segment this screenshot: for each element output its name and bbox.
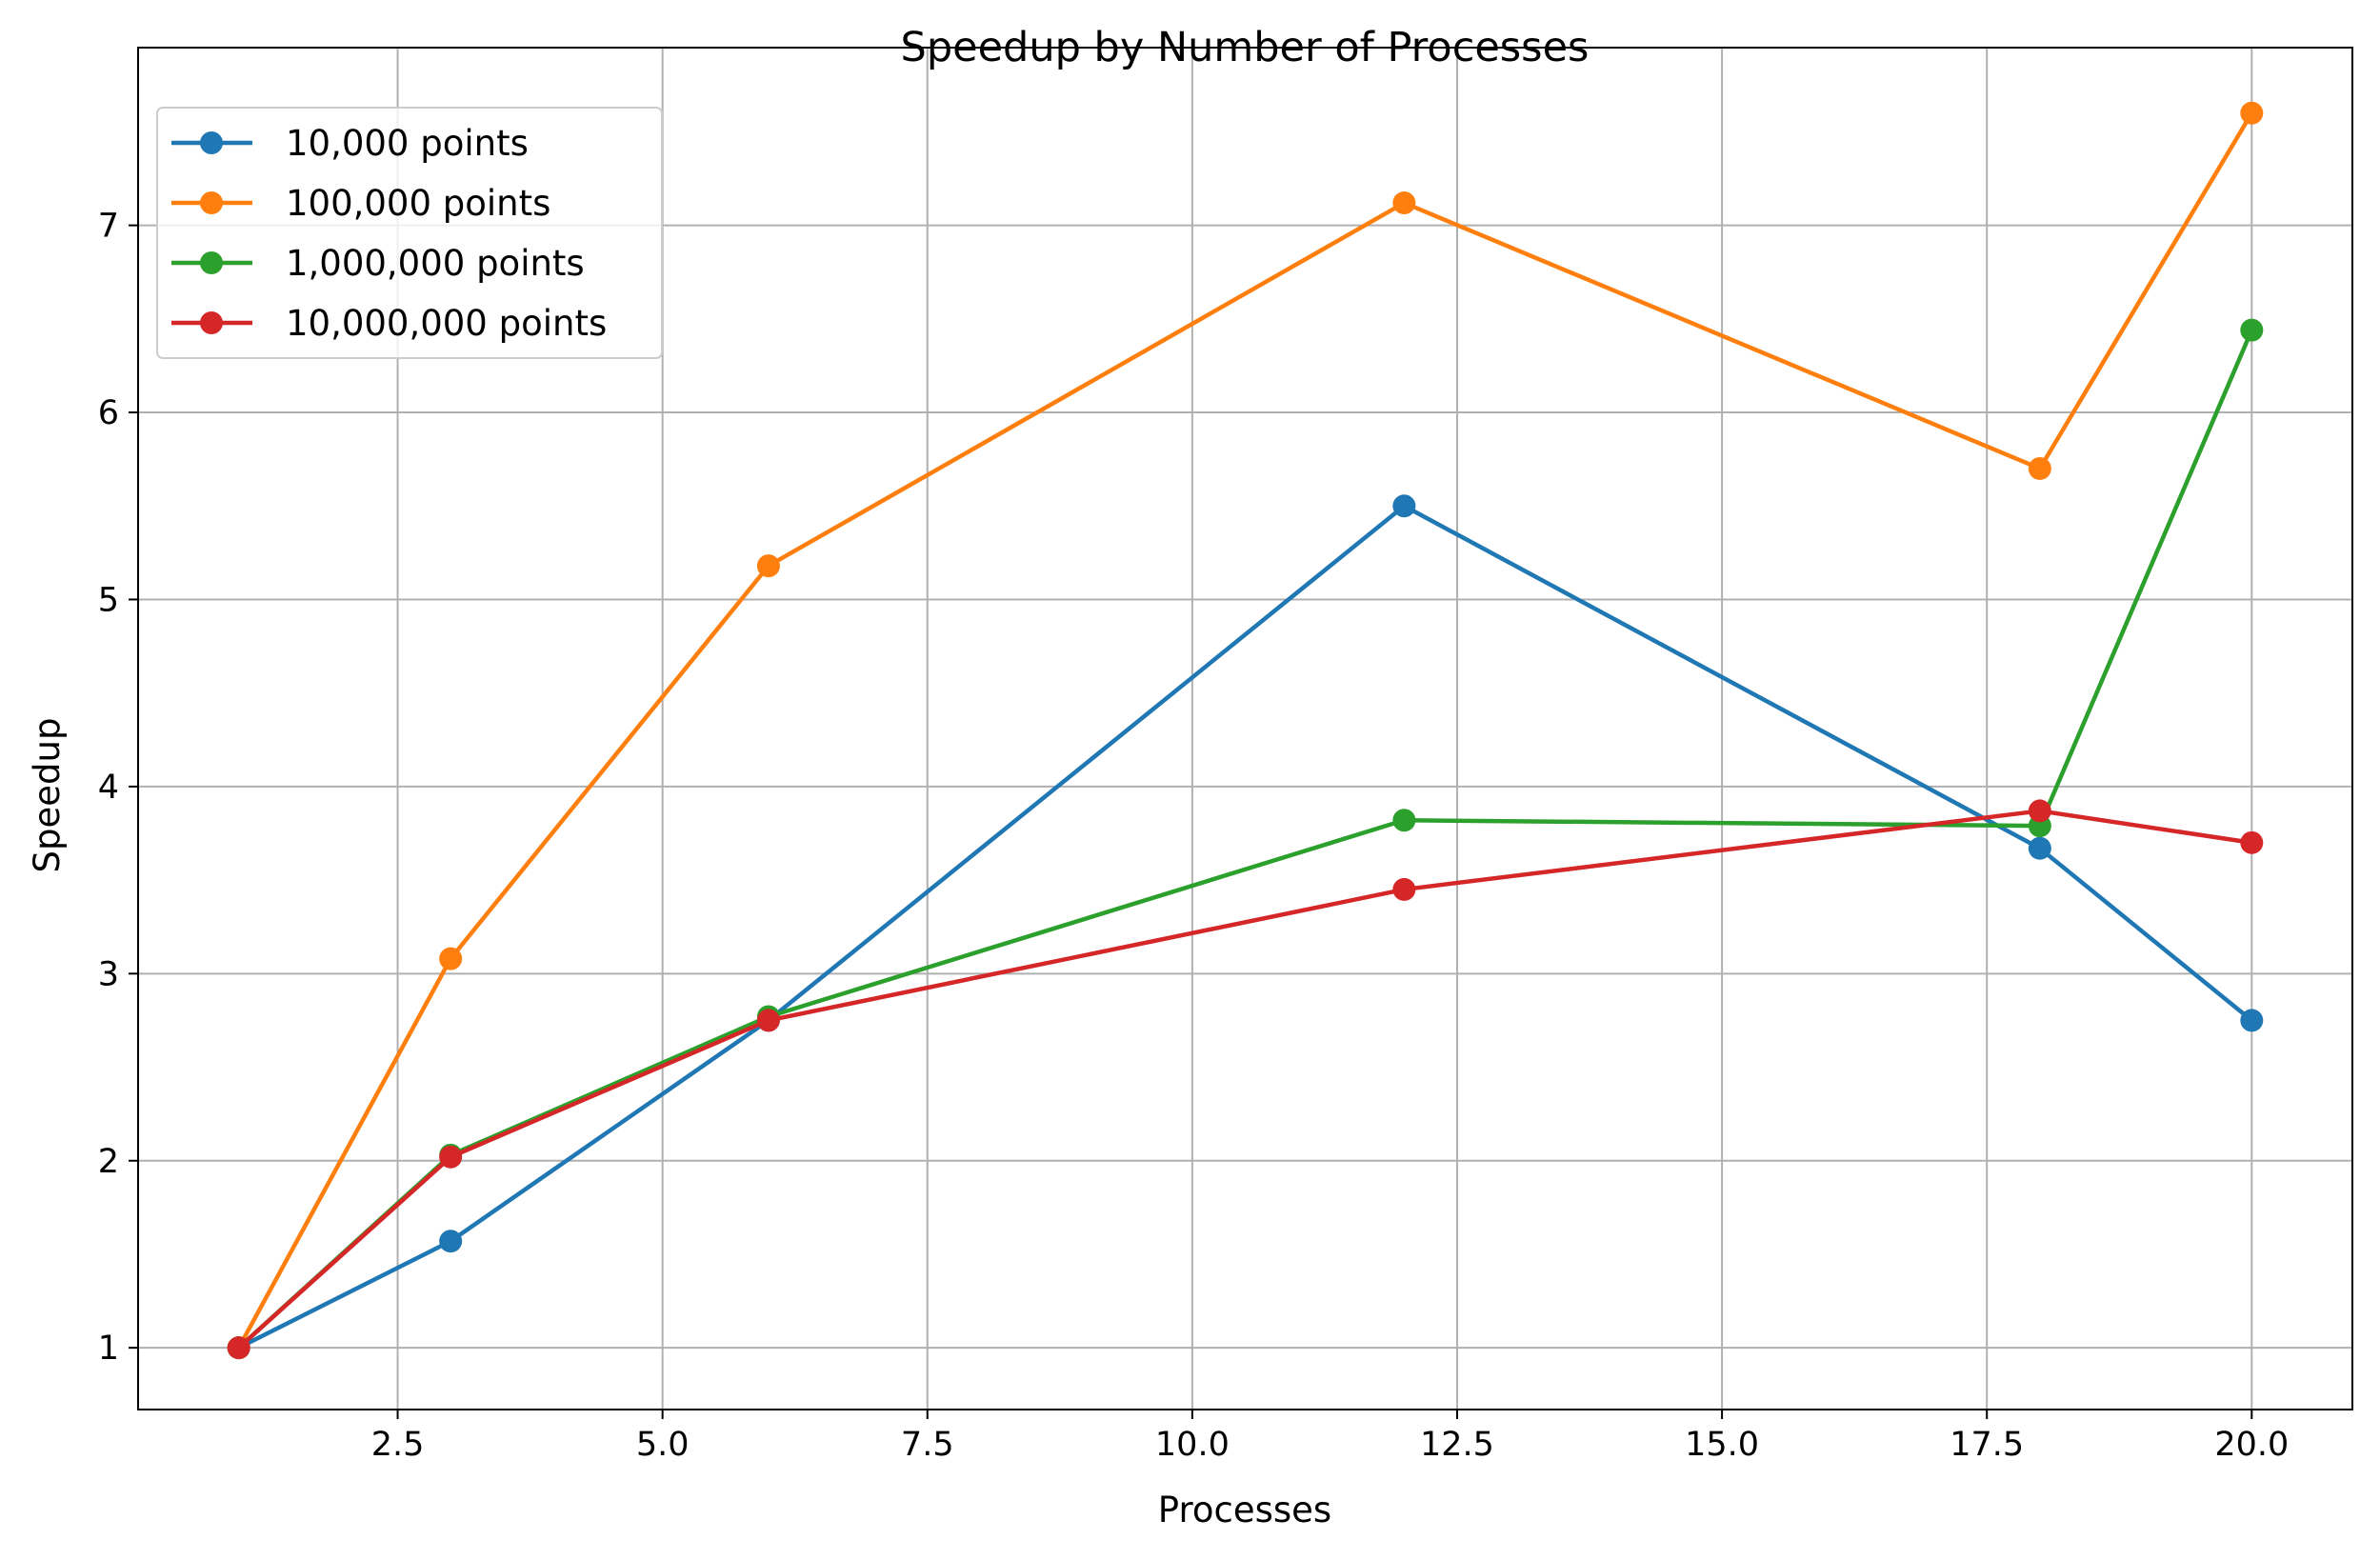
data-point [2240, 318, 2264, 342]
legend-label: 1,000,000 points [286, 243, 585, 284]
y-axis-label: Speedup [27, 718, 68, 873]
data-point [2240, 1009, 2264, 1032]
legend-box [156, 107, 663, 359]
plot-frame [137, 47, 2353, 1410]
data-point [1392, 809, 1416, 832]
data-point [439, 1230, 463, 1253]
data-point [756, 554, 780, 578]
y-axis-ticks: 1 2 3 4 5 6 7 [98, 208, 138, 1368]
series-layer [227, 101, 2264, 1360]
legend: 10,000 points 100,000 points 1,000,000 poi… [156, 107, 663, 359]
legend-entry: 1,000,000 points [171, 243, 585, 284]
data-point [439, 1145, 463, 1169]
x-tick-label: 12.5 [1420, 1426, 1494, 1464]
x-tick-label: 10.0 [1155, 1426, 1230, 1464]
data-point [756, 1009, 780, 1032]
y-tick-label: 5 [98, 581, 119, 619]
data-point [2028, 836, 2051, 860]
series-line [235, 110, 2255, 1351]
x-tick-label: 15.0 [1685, 1426, 1759, 1464]
data-point [227, 1336, 250, 1360]
series-line [235, 809, 2254, 1351]
y-tick-label: 6 [98, 394, 119, 432]
legend-label: 100,000 points [286, 183, 550, 224]
data-point [1392, 494, 1416, 518]
data-point [1392, 877, 1416, 901]
legend-marker [200, 191, 223, 214]
x-tick-label: 17.5 [1950, 1426, 2024, 1464]
y-tick-label: 7 [98, 208, 119, 246]
data-point [2240, 101, 2264, 125]
y-tick-label: 3 [98, 955, 119, 993]
x-tick-label: 5.0 [636, 1426, 690, 1464]
y-tick-label: 1 [98, 1330, 119, 1368]
grid-lines [138, 48, 2352, 1410]
chart-title: Speedup by Number of Processes [901, 24, 1590, 71]
data-point [2028, 799, 2051, 823]
legend-marker [200, 251, 223, 274]
legend-label: 10,000,000 points [286, 303, 607, 344]
x-tick-label: 20.0 [2214, 1426, 2289, 1464]
series-4 [227, 799, 2264, 1360]
y-tick-label: 4 [98, 769, 119, 807]
x-tick-label: 2.5 [371, 1426, 425, 1464]
legend-marker [200, 311, 223, 334]
legend-label: 10,000 points [286, 123, 529, 164]
x-axis-ticks: 2.5 5.0 7.5 10.0 12.5 15.0 17.5 20.0 [371, 1410, 2289, 1464]
y-tick-label: 2 [98, 1143, 119, 1181]
data-point [439, 947, 463, 970]
legend-entry: 100,000 points [171, 183, 550, 224]
series-line [235, 504, 2255, 1351]
legend-entry: 10,000,000 points [171, 303, 607, 344]
data-point [1392, 191, 1416, 215]
legend-entry: 10,000 points [171, 123, 529, 164]
data-point [2240, 830, 2264, 854]
x-axis-label: Processes [1158, 1490, 1331, 1530]
data-point [2028, 456, 2051, 480]
legend-marker [200, 131, 223, 154]
x-tick-label: 7.5 [901, 1426, 954, 1464]
